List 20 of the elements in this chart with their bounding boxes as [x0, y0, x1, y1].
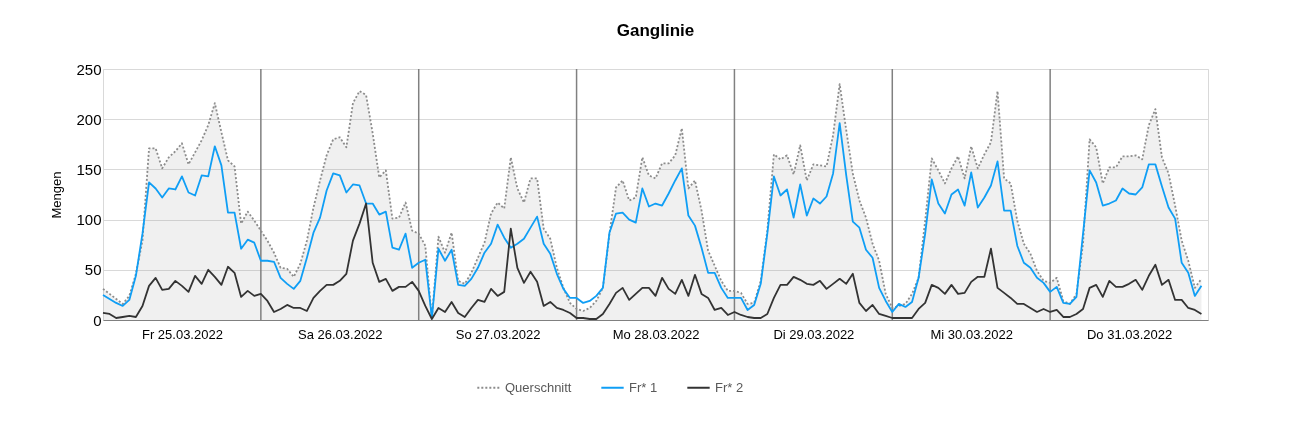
x-tick-label: Fr 25.03.2022: [141, 326, 223, 342]
y-tick-label: 100: [76, 211, 102, 229]
legend-label: Fr* 1: [629, 379, 658, 395]
line-series: [102, 202, 1203, 320]
y-axis-title: Mengen: [49, 171, 65, 219]
legend-label: Querschnitt: [505, 379, 572, 395]
x-tick-label: Mo 28.03.2022: [612, 326, 700, 342]
line-series: [102, 122, 1203, 319]
y-tick-label: 0: [93, 311, 102, 329]
x-tick-label: Do 31.03.2022: [1086, 326, 1173, 342]
x-tick-label: Sa 26.03.2022: [298, 326, 383, 342]
y-tick-label: 150: [76, 160, 102, 178]
y-tick-label: 50: [84, 261, 102, 279]
x-tick-label: So 27.03.2022: [455, 326, 541, 342]
legend-label: Fr* 2: [715, 379, 744, 395]
y-tick-label: 200: [76, 110, 102, 128]
x-tick-label: Di 29.03.2022: [773, 326, 855, 342]
chart-title: Ganglinie: [616, 21, 695, 40]
y-tick-label: 250: [76, 60, 102, 78]
x-tick-label: Mi 30.03.2022: [930, 326, 1013, 342]
